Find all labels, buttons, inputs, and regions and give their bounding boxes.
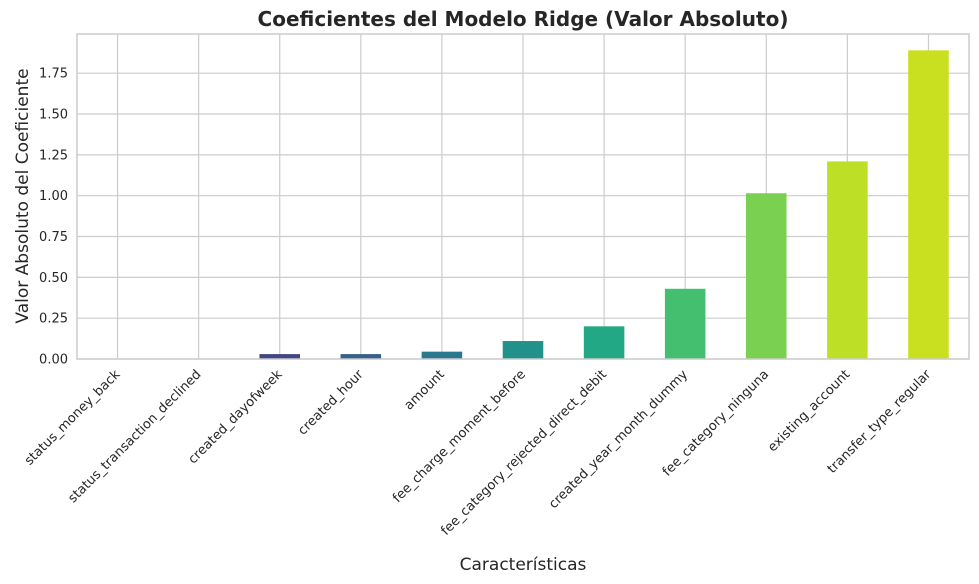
x-tick-label: status_transaction_declined (66, 367, 205, 506)
bar-fee-category-ninguna (746, 193, 787, 359)
y-tick-label: 1.00 (39, 189, 68, 204)
bar-created-year-month-dummy (664, 288, 706, 359)
x-tick-label: created_hour (295, 367, 367, 439)
x-tick-label: amount (402, 367, 448, 413)
bar-fee-charge-moment-before (502, 341, 544, 359)
y-tick-label: 1.75 (39, 67, 68, 82)
bar-transfer-type-regular (908, 50, 949, 359)
bar-created-dayofweek (259, 354, 300, 359)
x-tick-label: created_dayofweek (186, 367, 286, 467)
x-axis-label: Características (460, 555, 587, 575)
x-tick-labels: status_money_backstatus_transaction_decl… (22, 367, 935, 539)
bar-amount (421, 351, 463, 359)
y-tick-label: 1.25 (39, 148, 68, 163)
y-tick-label: 1.50 (39, 108, 68, 123)
y-tick-label: 0.25 (39, 312, 68, 327)
y-tick-label: 0.00 (39, 353, 68, 368)
y-tick-label: 0.50 (39, 271, 68, 286)
y-tick-label: 0.75 (39, 230, 68, 245)
x-tick-label: existing_account (765, 367, 853, 455)
x-tick-label: created_year_month_dummy (546, 367, 691, 512)
y-tick-labels: 0.00 0.25 0.50 0.75 1.00 1.25 1.50 1.75 (39, 67, 68, 368)
bars (259, 50, 949, 359)
x-tick-label: fee_category_rejected_direct_debit (438, 367, 610, 539)
bar-fee-category-rejected-direct-debit (583, 326, 625, 359)
bar-created-hour (340, 354, 382, 359)
y-axis-label: Valor Absoluto del Coeficiente (13, 68, 33, 323)
plot-frame (76, 33, 970, 360)
bar-existing-account (827, 161, 868, 359)
x-tick-label: fee_charge_moment_before (390, 367, 529, 506)
chart-title: Coeficientes del Modelo Ridge (Valor Abs… (258, 7, 789, 31)
